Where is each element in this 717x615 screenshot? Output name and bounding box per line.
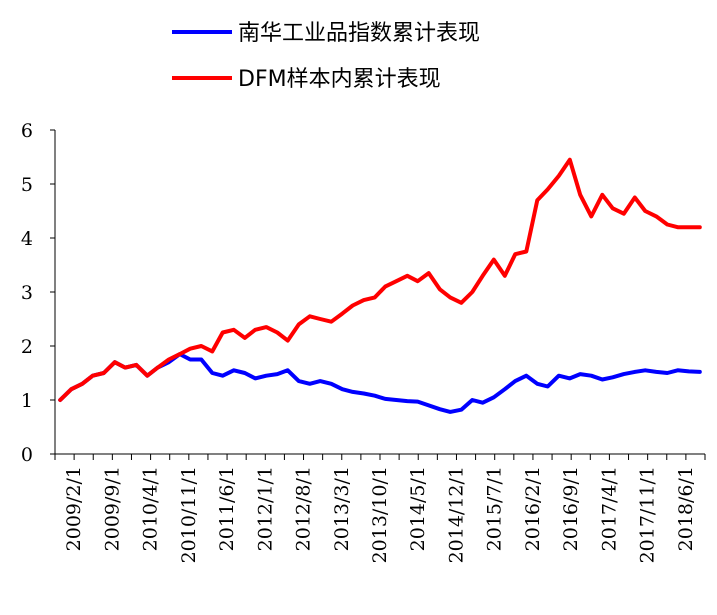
legend: 南华工业品指数累计表现 DFM样本内累计表现 <box>172 21 480 92</box>
x-tick-label: 2009/9/1 <box>101 466 123 551</box>
series-line-1 <box>58 352 702 414</box>
x-tick-label: 2014/5/1 <box>407 466 429 551</box>
x-tick-label: 2015/7/1 <box>484 466 506 551</box>
series-line-2 <box>58 157 702 402</box>
x-tick-label: 2010/11/1 <box>178 466 200 563</box>
x-tick-label: 2016/2/1 <box>522 466 544 551</box>
x-tick-label: 2018/6/1 <box>675 466 697 551</box>
legend-label-2: DFM样本内累计表现 <box>238 67 441 92</box>
y-axis: 0 1 2 3 4 5 6 <box>21 120 56 466</box>
x-tick-label: 2013/10/1 <box>369 466 391 563</box>
x-tick-label: 2009/2/1 <box>63 466 85 551</box>
x-tick-label: 2013/3/1 <box>331 466 353 551</box>
y-tick-label: 5 <box>21 174 33 196</box>
y-tick-label: 4 <box>21 228 33 250</box>
plot-area <box>58 157 702 414</box>
x-tick-label: 2011/6/1 <box>216 466 238 551</box>
x-tick-label: 2014/12/1 <box>445 466 467 563</box>
x-tick-label: 2017/11/1 <box>637 466 659 563</box>
x-axis: 2009/2/1 2009/9/1 2010/4/1 2010/11/1 2011/6/… <box>54 453 706 563</box>
x-tick-label: 2016/9/1 <box>560 466 582 551</box>
x-tick-label: 2012/1/1 <box>254 466 276 551</box>
x-tick-label: 2017/4/1 <box>598 466 620 551</box>
y-tick-label: 6 <box>21 120 33 142</box>
y-tick-label: 1 <box>21 390 33 412</box>
y-tick-label: 3 <box>21 282 33 304</box>
x-tick-label: 2012/8/1 <box>293 466 315 551</box>
y-tick-label: 2 <box>21 336 33 358</box>
legend-label-1: 南华工业品指数累计表现 <box>238 21 480 46</box>
y-tick-label: 0 <box>21 444 33 466</box>
x-tick-label: 2010/4/1 <box>140 466 162 551</box>
